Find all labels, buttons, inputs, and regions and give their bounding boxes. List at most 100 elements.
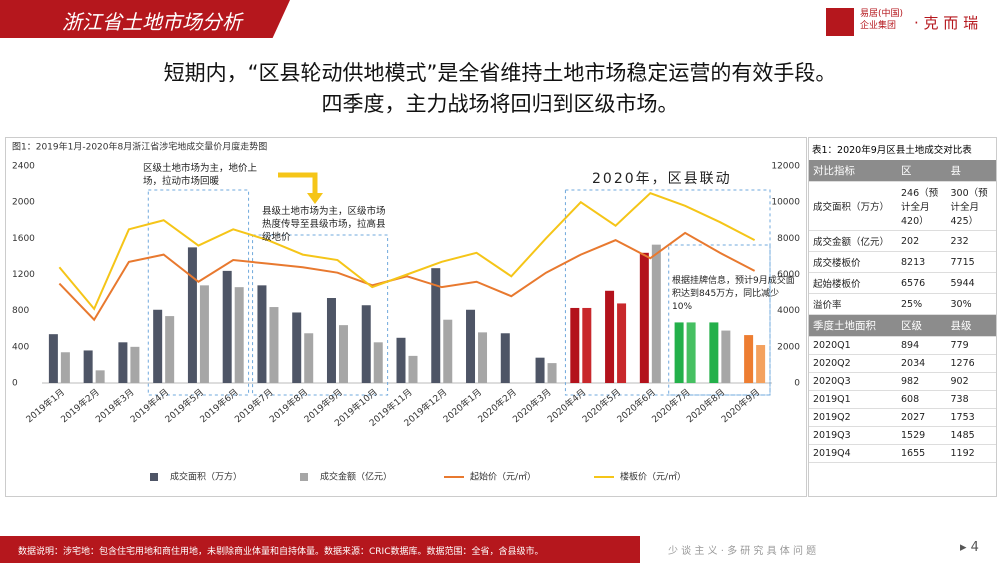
group-box	[147, 189, 250, 396]
headline-line: 四季度，主力战场将回归到区级市场。	[321, 92, 679, 116]
annotation: 区级土地市场为主，地价上场，拉动市场回暖	[143, 163, 258, 187]
y-tick-label: 1200	[12, 270, 35, 280]
table-cell: 894	[897, 336, 947, 355]
bar	[500, 333, 510, 383]
table-cell: 2019Q1	[809, 390, 897, 409]
footer-bar	[0, 536, 640, 563]
table-cell: 902	[946, 372, 996, 391]
table-row: 2019Q1 608 738	[809, 390, 996, 409]
bar	[292, 312, 302, 383]
table-row: 起始楼板价 6576 5944	[809, 272, 996, 294]
bar	[582, 307, 592, 383]
bar	[744, 335, 754, 383]
table-cell: 1753	[946, 408, 996, 427]
table-cell: 起始楼板价	[809, 272, 897, 294]
y-tick-label: 2000	[12, 198, 35, 208]
table-cell: 202	[897, 230, 947, 252]
bar	[199, 285, 209, 383]
bar	[651, 244, 661, 383]
bar	[257, 285, 267, 383]
table-cell: 30%	[946, 293, 996, 315]
table-cell: 738	[946, 390, 996, 409]
table-cell: 2020Q2	[809, 354, 897, 373]
bar	[709, 322, 719, 383]
table-cell: 5944	[946, 272, 996, 294]
table-row: 成交面积（万方） 246（预计全月420） 300（预计全月425）	[809, 181, 996, 231]
table-cell: 季度土地面积	[809, 314, 897, 337]
chart: 图1：2019年1月-2020年8月浙江省涉宅地成交量价月度走势图 0 400 80…	[12, 141, 800, 483]
logo-cn: 易居(中国)	[860, 9, 904, 19]
table-row: 溢价率 25% 30%	[809, 293, 996, 315]
table-cell: 6576	[897, 272, 947, 294]
y2-tick-label: 0	[794, 379, 800, 389]
table-cell: 1276	[946, 354, 996, 373]
table-cell: 2020Q1	[809, 336, 897, 355]
table-cell: 2019Q4	[809, 444, 897, 463]
legend-swatch	[300, 473, 308, 481]
bar	[153, 309, 163, 383]
table-cell: 1485	[946, 426, 996, 445]
bar	[547, 363, 557, 383]
table-cell: 成交楼板价	[809, 251, 897, 273]
logo-group: 企业集团	[860, 21, 897, 31]
table-row: 2019Q2 2027 1753	[809, 408, 996, 427]
line	[58, 191, 756, 311]
y-tick-label: 1600	[12, 234, 35, 244]
bar	[48, 334, 58, 383]
y2-tick-label: 6000	[777, 270, 800, 280]
bar	[165, 316, 175, 383]
table-cell: 对比指标	[809, 160, 897, 182]
chart-title: 图1：2019年1月-2020年8月浙江省涉宅地成交量价月度走势图	[12, 141, 267, 153]
footer-note: 数据说明：涉宅地：包含住宅用地和商住用地，未剔除商业体量和自持体量。数据来源：C…	[18, 547, 544, 557]
legend-label: 成交面积（万方）	[170, 471, 242, 483]
bar	[617, 303, 627, 383]
group-box	[252, 234, 389, 396]
table-cell: 8213	[897, 251, 947, 273]
table-row: 2020Q2 2034 1276	[809, 354, 996, 373]
table-cell: 1192	[946, 444, 996, 463]
bar	[373, 342, 383, 383]
table-cell: 县	[946, 160, 996, 182]
table-cell: 2020Q3	[809, 372, 897, 391]
y2-tick-label: 8000	[777, 234, 800, 244]
table: 对比指标区县成交面积（万方） 246（预计全月420） 300（预计全月425） 成交…	[809, 160, 996, 463]
table-cell: 982	[897, 372, 947, 391]
x-tick-label: 2020年9月	[719, 386, 762, 425]
bar	[361, 305, 371, 383]
bar	[338, 325, 348, 383]
table-cell: 溢价率	[809, 293, 897, 315]
y2-tick-label: 2000	[777, 342, 800, 352]
arrow	[278, 172, 318, 195]
bar	[118, 342, 128, 383]
bar	[408, 355, 418, 383]
bar	[674, 322, 684, 383]
table-cell: 2034	[897, 354, 947, 373]
bar	[605, 290, 615, 383]
y-tick-label: 800	[12, 306, 29, 316]
bar	[431, 268, 441, 383]
headline: 短期内，“区县轮动供地模式”是全省维持土地市场稳定运营的有效手段。 四季度，主力…	[0, 58, 1000, 120]
table-cell: 779	[946, 336, 996, 355]
page-num: 4	[970, 540, 979, 555]
table-cell: 2027	[897, 408, 947, 427]
table-row: 成交金额（亿元） 202 232	[809, 230, 996, 252]
table-cell: 7715	[946, 251, 996, 273]
table-row: 季度土地面积 区级 县级	[809, 314, 996, 337]
header-bar	[0, 0, 290, 38]
annotation: 2020年，区县联动	[592, 171, 732, 187]
bar	[83, 350, 93, 383]
table-cell: 区级	[897, 314, 947, 337]
bar	[222, 270, 232, 383]
table-cell: 232	[946, 230, 996, 252]
table-row: 2020Q1 894 779	[809, 336, 996, 355]
bar	[535, 357, 545, 383]
y2-tick-label: 10000	[771, 198, 800, 208]
table-row: 对比指标区县	[809, 160, 996, 182]
bar	[721, 330, 731, 383]
bar	[466, 309, 476, 383]
annotation: 根据挂牌信息，预计9月成交面积达到845万方，同比减少10%	[672, 276, 795, 312]
table-row: 2019Q4 1655 1192	[809, 444, 996, 463]
table-row: 2019Q3 1529 1485	[809, 426, 996, 445]
table-cell: 1655	[897, 444, 947, 463]
y2-tick-label: 4000	[777, 306, 800, 316]
